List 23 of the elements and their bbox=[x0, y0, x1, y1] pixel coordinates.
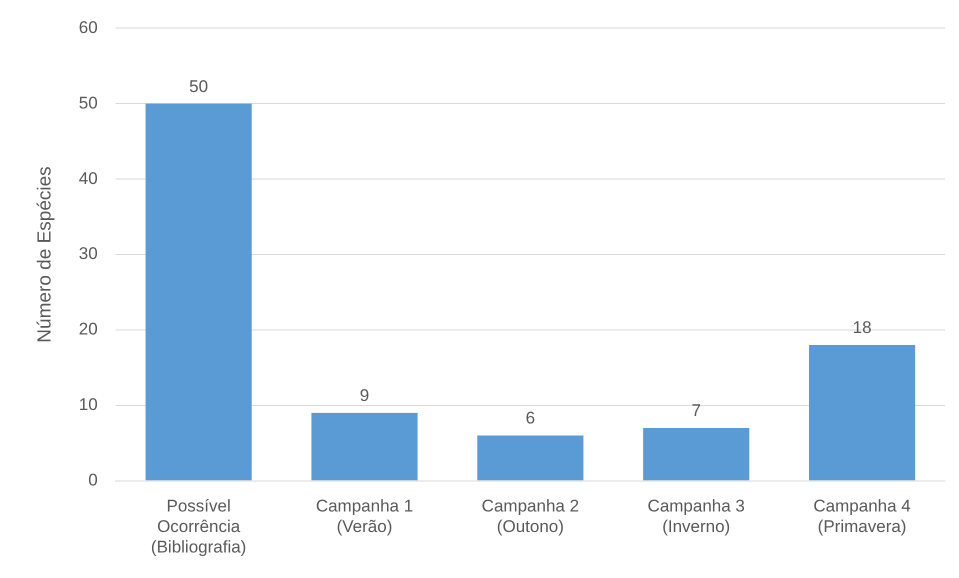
x-tick-label: Campanha 2 (Outono) bbox=[482, 496, 580, 536]
y-tick-label: 10 bbox=[78, 395, 98, 414]
y-tick-label: 50 bbox=[78, 93, 98, 112]
bar bbox=[808, 345, 916, 480]
data-label: 18 bbox=[852, 318, 872, 338]
y-tick-label: 30 bbox=[78, 244, 98, 264]
x-tick-label: Campanha 4 (Primavera) bbox=[813, 496, 911, 536]
bar bbox=[477, 436, 584, 480]
x-tick-label: Campanha 3 (Inverno) bbox=[648, 496, 745, 536]
x-tick-label: Possível Ocorrência (Bibliografia) bbox=[150, 496, 246, 556]
data-label: 6 bbox=[526, 408, 536, 428]
y-tick-label: 20 bbox=[78, 320, 98, 339]
bar bbox=[643, 428, 750, 480]
y-tick-label: 40 bbox=[78, 168, 98, 188]
y-tick-label: 60 bbox=[78, 18, 98, 37]
y-tick-label: 0 bbox=[88, 470, 98, 490]
bar bbox=[146, 104, 252, 480]
x-tick-label: Campanha 1 (Verão) bbox=[316, 496, 414, 536]
data-label: 50 bbox=[189, 76, 208, 96]
data-label: 9 bbox=[360, 386, 370, 406]
bar bbox=[311, 412, 418, 480]
y-axis-title: Número de Espécies bbox=[34, 166, 56, 343]
data-label: 7 bbox=[691, 401, 701, 420]
